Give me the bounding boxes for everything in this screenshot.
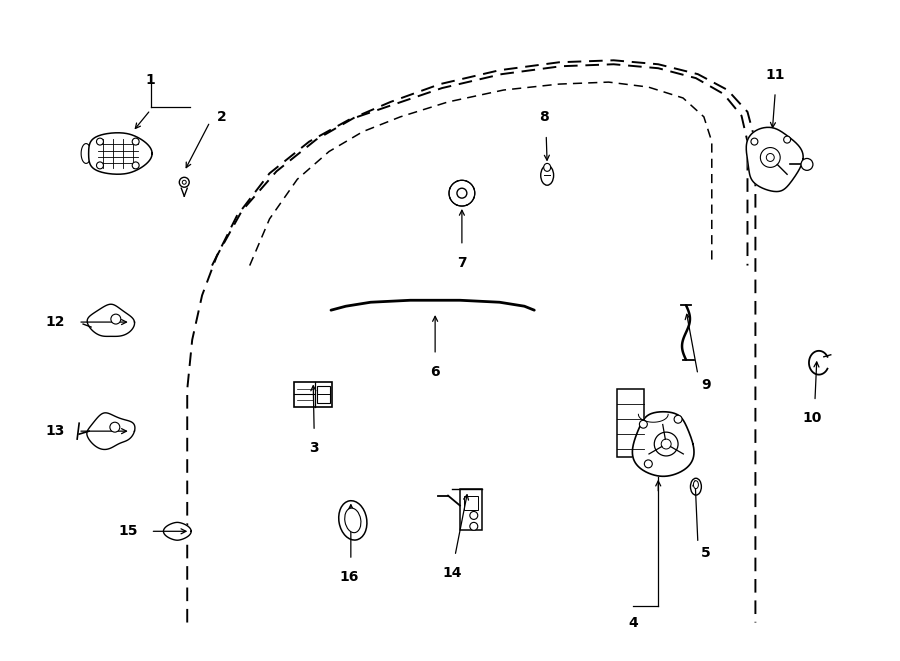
Text: 15: 15 <box>118 524 138 538</box>
Polygon shape <box>450 193 462 206</box>
Circle shape <box>96 138 104 145</box>
Text: 10: 10 <box>802 411 822 425</box>
Circle shape <box>784 136 790 143</box>
Polygon shape <box>88 133 152 175</box>
Text: 8: 8 <box>539 110 549 124</box>
Text: 16: 16 <box>339 570 358 584</box>
Text: 7: 7 <box>457 256 467 270</box>
Polygon shape <box>746 128 803 192</box>
Circle shape <box>111 314 121 324</box>
Text: 9: 9 <box>701 377 710 391</box>
Text: 13: 13 <box>46 424 66 438</box>
Circle shape <box>674 415 682 423</box>
Ellipse shape <box>345 508 361 533</box>
Circle shape <box>639 420 647 428</box>
Text: 2: 2 <box>217 110 227 124</box>
Circle shape <box>470 522 478 530</box>
Polygon shape <box>462 193 474 206</box>
Polygon shape <box>456 180 467 193</box>
Bar <box>616 389 644 457</box>
Circle shape <box>801 159 813 171</box>
Polygon shape <box>633 412 694 477</box>
Circle shape <box>132 138 140 145</box>
Ellipse shape <box>338 501 367 540</box>
Circle shape <box>110 422 120 432</box>
Circle shape <box>751 138 758 145</box>
Text: 3: 3 <box>310 441 319 455</box>
Text: 12: 12 <box>46 315 66 329</box>
Polygon shape <box>456 193 467 206</box>
Circle shape <box>644 460 652 468</box>
Circle shape <box>470 512 478 520</box>
Polygon shape <box>462 188 475 198</box>
Ellipse shape <box>544 163 551 171</box>
Text: 6: 6 <box>430 365 440 379</box>
Bar <box>294 381 332 407</box>
Ellipse shape <box>693 481 698 488</box>
Polygon shape <box>462 181 474 193</box>
Polygon shape <box>450 181 462 193</box>
Polygon shape <box>449 188 462 198</box>
Text: 5: 5 <box>701 546 711 560</box>
Text: 1: 1 <box>146 73 156 87</box>
Polygon shape <box>164 522 191 540</box>
Circle shape <box>96 162 104 169</box>
Circle shape <box>179 177 189 187</box>
Text: 14: 14 <box>442 566 462 580</box>
Circle shape <box>132 162 140 169</box>
Ellipse shape <box>690 479 701 495</box>
Circle shape <box>183 180 186 184</box>
Polygon shape <box>86 413 135 449</box>
Bar <box>317 385 330 403</box>
Bar <box>464 496 478 510</box>
Bar <box>460 488 482 530</box>
Circle shape <box>457 188 467 198</box>
Ellipse shape <box>541 165 554 185</box>
Text: 4: 4 <box>628 615 638 629</box>
Text: 11: 11 <box>766 68 785 82</box>
Polygon shape <box>87 304 135 336</box>
